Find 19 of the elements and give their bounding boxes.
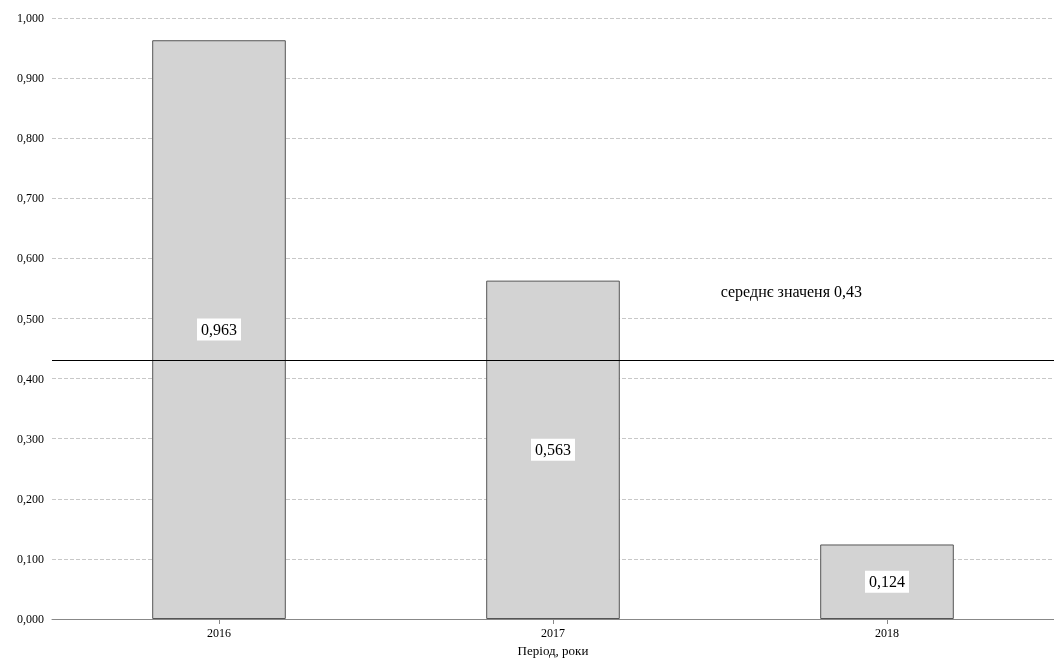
y-tick-label: 0,000 bbox=[17, 612, 44, 626]
y-tick-label: 0,800 bbox=[17, 131, 44, 146]
y-tick-label: 0,400 bbox=[17, 371, 44, 386]
y-tick-label: 1,000 bbox=[17, 11, 44, 25]
y-tick-label: 0,300 bbox=[17, 431, 44, 446]
x-tick-label: 2017 bbox=[541, 626, 565, 640]
x-tick-label: 2018 bbox=[875, 626, 899, 640]
data-label: 0,963 bbox=[201, 321, 237, 339]
x-tick-label: 2016 bbox=[207, 626, 231, 640]
y-tick-label: 0,600 bbox=[17, 251, 44, 266]
y-tick-label: 0,500 bbox=[17, 311, 44, 326]
y-tick-label: 0,100 bbox=[17, 551, 44, 566]
y-tick-label: 0,200 bbox=[17, 491, 44, 506]
x-axis-title: Період, роки bbox=[517, 642, 589, 658]
ref-line-label: середнє значеня 0,43 bbox=[720, 283, 862, 302]
data-label: 0,563 bbox=[535, 441, 571, 459]
data-label: 0,124 bbox=[869, 573, 905, 591]
y-tick-label: 0,900 bbox=[17, 71, 44, 86]
y-tick-label: 0,700 bbox=[17, 191, 44, 206]
